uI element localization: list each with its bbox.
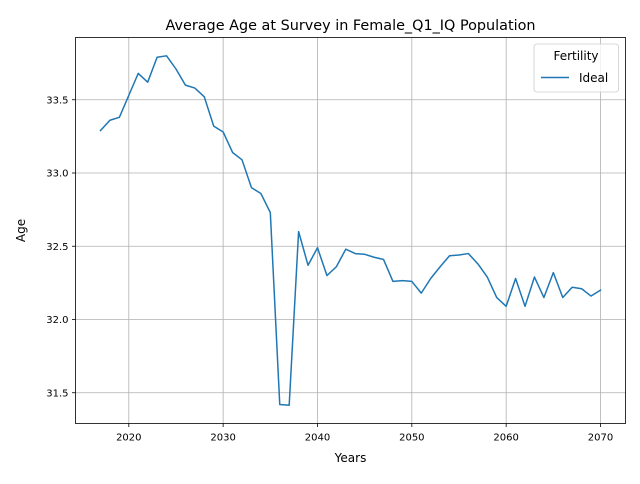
chart-title: Average Age at Survey in Female_Q1_IQ Po… — [165, 18, 535, 34]
y-tick-label: 31.5 — [46, 388, 68, 399]
x-tick-label: 2070 — [588, 433, 613, 444]
y-axis: 31.5 32.0 32.5 33.0 33.5 — [46, 95, 76, 399]
x-tick-label: 2020 — [116, 433, 141, 444]
legend-box — [533, 43, 619, 93]
legend-title: Fertility — [553, 49, 598, 63]
series-layer — [99, 55, 602, 406]
y-axis-label: Age — [14, 219, 28, 242]
plot-frame — [75, 37, 626, 424]
x-tick-label: 2040 — [305, 433, 330, 444]
x-tick-label: 2030 — [210, 433, 235, 444]
x-axis: 2020 2030 2040 2050 2060 2070 — [116, 423, 613, 444]
y-tick-label: 33.5 — [46, 95, 68, 106]
x-tick-label: 2060 — [493, 433, 518, 444]
legend-label-ideal: Ideal — [579, 71, 608, 85]
y-tick-label: 33.0 — [46, 169, 68, 180]
x-axis-label: Years — [334, 451, 367, 465]
y-tick-label: 32.0 — [46, 315, 68, 326]
x-tick-label: 2050 — [399, 433, 424, 444]
gridlines — [75, 37, 626, 424]
series-line-ideal — [99, 55, 602, 406]
legend: Fertility Ideal — [533, 43, 619, 93]
y-tick-label: 32.5 — [46, 242, 68, 253]
